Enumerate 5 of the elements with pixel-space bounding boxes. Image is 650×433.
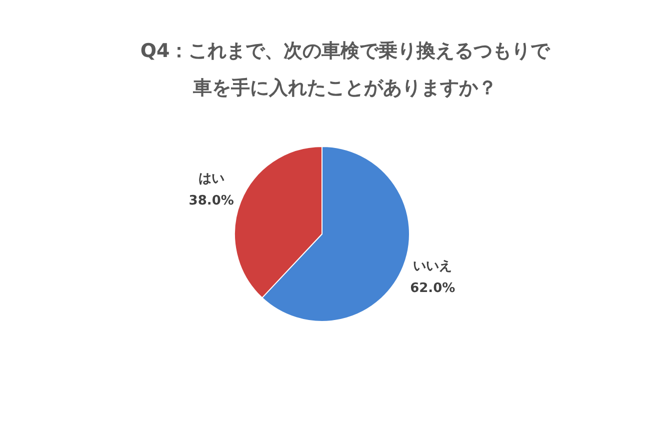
data-label: 62.0%	[410, 281, 456, 296]
chart-title: Q4：これまで、次の車検で乗り換えるつもりで車を手に入れたことがありますか？	[139, 39, 552, 101]
slice-label: いいえ	[413, 259, 452, 274]
slice-label: はい	[198, 172, 224, 187]
data-label: 38.0%	[188, 194, 234, 209]
